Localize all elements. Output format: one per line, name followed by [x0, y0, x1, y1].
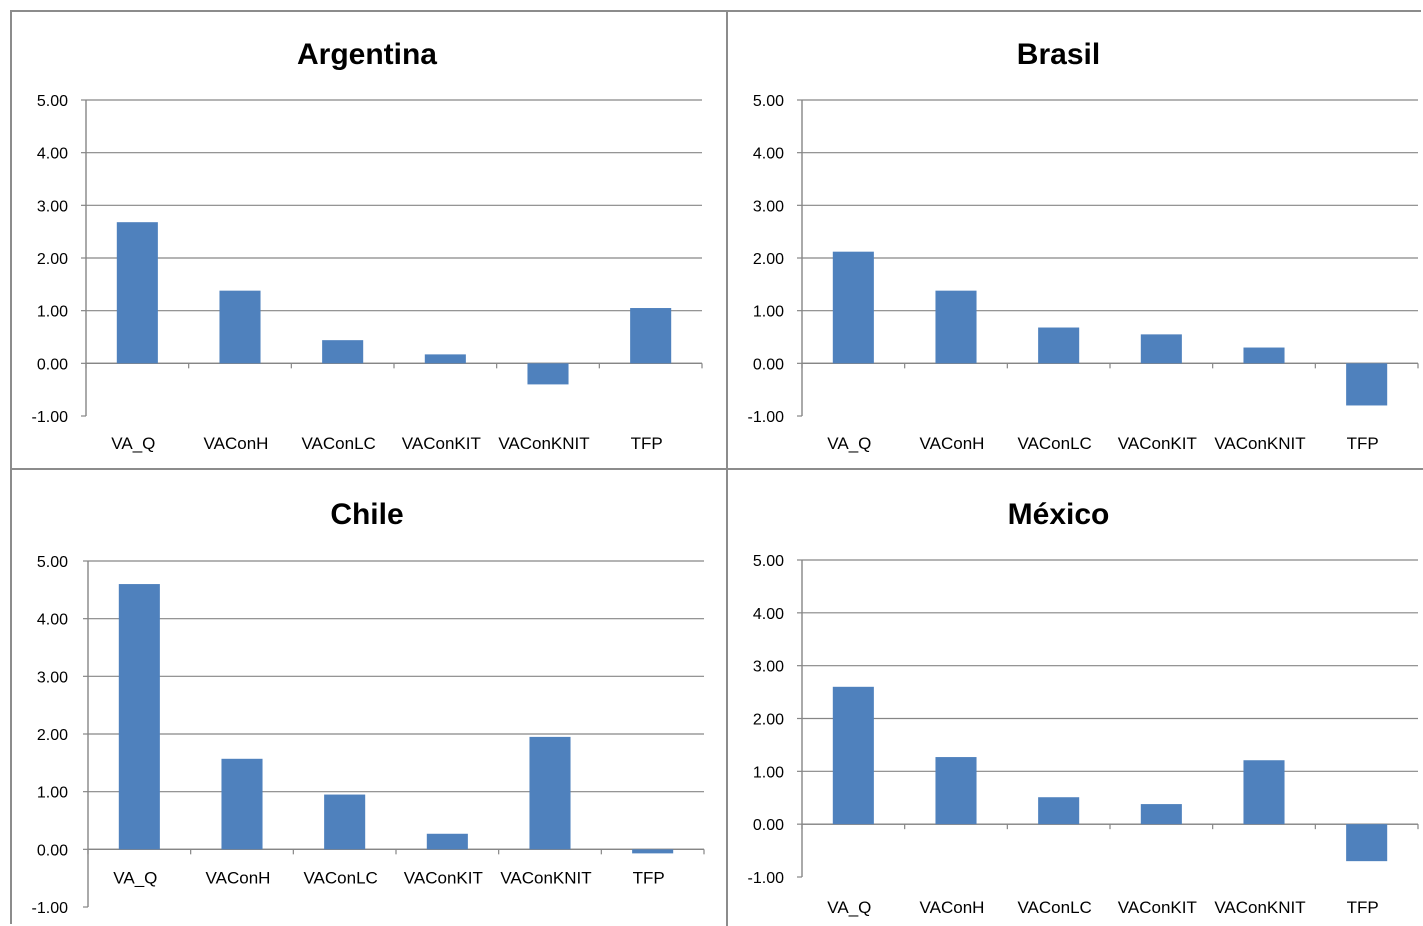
horizontal-divider [10, 468, 1423, 470]
x-tick-label: VAConH [920, 434, 985, 453]
bar-tfp [630, 308, 672, 364]
bar-vaconkit [1140, 334, 1182, 364]
bar-vaconh [935, 290, 977, 364]
y-tick-label: 2.00 [753, 251, 784, 268]
bar-vaconkit [1140, 804, 1182, 825]
y-tick-label: 4.00 [37, 612, 68, 629]
chart-svg: Brasil 5.00 4.00 3.00 2.00 1.00 0.00 -1.00 VA_Q V… [748, 38, 1419, 453]
y-tick-label: 0.00 [37, 842, 68, 859]
y-tick-label: 2.00 [37, 251, 68, 268]
chart-title: Brasil [1017, 38, 1100, 71]
y-tick-label: 0.00 [37, 356, 68, 373]
bar-vaconlc [324, 794, 366, 850]
bar-va_q [116, 222, 158, 364]
x-tick-label: VAConLC [303, 868, 377, 887]
y-tick-label: 2.00 [37, 727, 68, 744]
chart-panel-brasil: Brasil 5.00 4.00 3.00 2.00 1.00 0.00 -1.00 VA_Q V… [728, 12, 1421, 468]
y-tick-label: 1.00 [753, 304, 784, 321]
x-tick-label: VAConLC [301, 434, 375, 453]
x-tick-label: TFP [1347, 434, 1379, 453]
x-tick-label: VAConKIT [404, 868, 483, 887]
x-tick-label: VAConLC [1017, 434, 1091, 453]
y-tick-label: -1.00 [32, 409, 69, 426]
x-tick-label: VAConKIT [402, 434, 481, 453]
y-tick-label: 4.00 [37, 146, 68, 163]
x-tick-label: VAConKIT [1118, 898, 1197, 917]
x-tick-label: VA_Q [113, 868, 157, 887]
x-tick-label: VAConKNIT [1214, 434, 1305, 453]
chart-panel-chile: Chile 5.00 4.00 3.00 2.00 1.00 0.00 -1.00 VA_Q VA… [12, 470, 726, 926]
x-tick-label: TFP [631, 434, 663, 453]
bar-vaconkit [424, 354, 466, 364]
chart-title: Chile [330, 498, 403, 531]
y-tick-label: 0.00 [753, 817, 784, 834]
x-tick-label: VAConKNIT [498, 434, 589, 453]
bar-tfp [632, 849, 674, 854]
bar-tfp [1346, 824, 1388, 862]
x-tick-label: TFP [633, 868, 665, 887]
bar-vaconkit [426, 833, 468, 850]
y-tick-label: 5.00 [37, 93, 68, 110]
bar-vaconlc [322, 340, 364, 364]
y-tick-label: 2.00 [753, 712, 784, 729]
y-tick-label: -1.00 [32, 900, 69, 917]
bar-vaconh [219, 290, 261, 364]
bar-va_q [832, 251, 874, 364]
bar-vaconh [221, 758, 263, 850]
bar-va_q [118, 584, 160, 850]
chart-panel-mexico: México 5.00 4.00 3.00 2.00 1.00 0.00 -1.00 VA_Q V… [728, 470, 1421, 926]
x-tick-label: VAConKIT [1118, 434, 1197, 453]
y-tick-label: 3.00 [37, 198, 68, 215]
y-tick-label: 3.00 [37, 669, 68, 686]
y-tick-label: 4.00 [753, 606, 784, 623]
y-tick-label: 1.00 [753, 764, 784, 781]
y-tick-label: 5.00 [37, 554, 68, 571]
chart-title: Argentina [297, 38, 437, 71]
x-tick-label: VA_Q [827, 898, 871, 917]
x-tick-label: VAConH [206, 868, 271, 887]
bar-vaconknit [527, 363, 569, 385]
x-tick-label: VA_Q [827, 434, 871, 453]
x-tick-label: VA_Q [111, 434, 155, 453]
bar-vaconknit [529, 736, 571, 850]
y-tick-label: -1.00 [748, 409, 785, 426]
y-tick-label: 1.00 [37, 304, 68, 321]
y-tick-label: 3.00 [753, 659, 784, 676]
bar-vaconh [935, 757, 977, 825]
bar-vaconlc [1038, 797, 1080, 825]
bar-tfp [1346, 363, 1388, 406]
x-tick-label: VAConH [920, 898, 985, 917]
chart-panel-argentina: Argentina 5.00 4.00 3.00 2.00 1.00 0.00 -1.00 VA… [12, 12, 726, 468]
chart-svg: Chile 5.00 4.00 3.00 2.00 1.00 0.00 -1.00 VA_Q VA… [32, 498, 705, 917]
y-tick-label: 1.00 [37, 785, 68, 802]
x-tick-label: VAConH [204, 434, 269, 453]
bar-vaconlc [1038, 327, 1080, 364]
bar-vaconknit [1243, 760, 1285, 825]
chart-title: México [1008, 498, 1110, 531]
y-tick-label: -1.00 [748, 870, 785, 887]
chart-svg: Argentina 5.00 4.00 3.00 2.00 1.00 0.00 -1.00 VA… [32, 38, 703, 453]
x-tick-label: VAConKNIT [1214, 898, 1305, 917]
x-tick-label: VAConKNIT [500, 868, 591, 887]
chart-svg: México 5.00 4.00 3.00 2.00 1.00 0.00 -1.00 VA_Q V… [748, 498, 1419, 917]
y-tick-label: 3.00 [753, 198, 784, 215]
y-tick-label: 5.00 [753, 93, 784, 110]
bar-vaconknit [1243, 347, 1285, 364]
bar-va_q [832, 686, 874, 825]
y-tick-label: 0.00 [753, 356, 784, 373]
y-tick-label: 5.00 [753, 553, 784, 570]
y-tick-label: 4.00 [753, 146, 784, 163]
x-tick-label: VAConLC [1017, 898, 1091, 917]
x-tick-label: TFP [1347, 898, 1379, 917]
